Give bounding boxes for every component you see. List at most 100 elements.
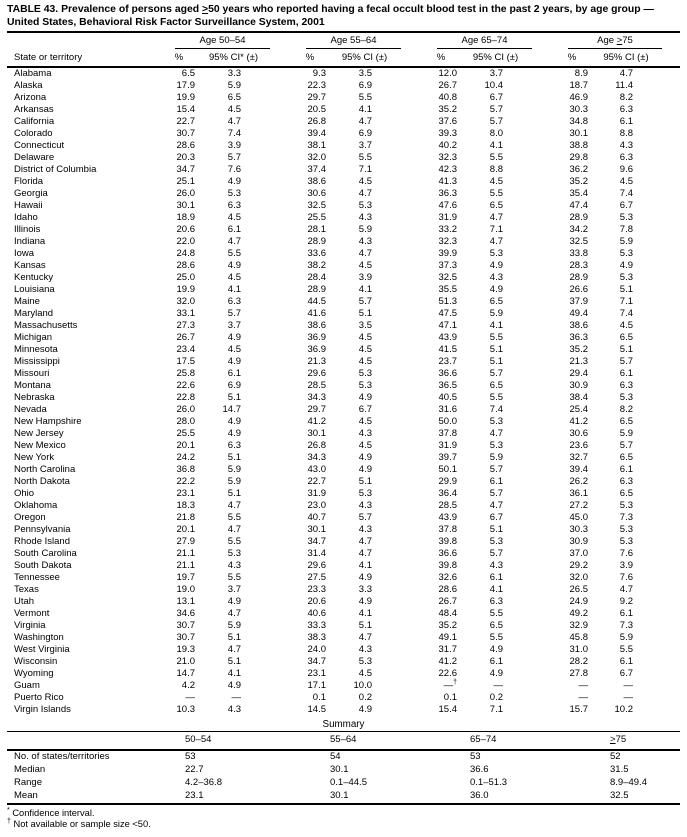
pct-value: 29.7 <box>307 91 327 103</box>
pct-value: 29.2 <box>569 559 589 571</box>
summary-label-spacer <box>7 731 185 750</box>
ci-value: 4.7 <box>619 67 633 79</box>
state-name: Florida <box>14 175 44 187</box>
ci-value: 5.5 <box>489 151 503 163</box>
ci-value: 6.1 <box>619 607 633 619</box>
pct-value: 32.5 <box>569 235 589 247</box>
pct-value: 32.5 <box>307 199 327 211</box>
pct-value: 36.4 <box>438 487 458 499</box>
pct-value: 30.1 <box>569 127 589 139</box>
pct-value: 27.2 <box>569 499 589 511</box>
ci-value: 6.3 <box>489 595 503 607</box>
ci-value: 4.5 <box>358 439 372 451</box>
ci-value: 4.3 <box>358 499 372 511</box>
pct-value: 37.8 <box>438 427 458 439</box>
pct-value: 27.8 <box>569 667 589 679</box>
pct-value: 22.7 <box>176 115 196 127</box>
ci-value: 5.5 <box>489 187 503 199</box>
pct-value: 35.4 <box>569 187 589 199</box>
ci-value: 4.5 <box>619 319 633 331</box>
ci-value: 4.3 <box>358 211 372 223</box>
state-name: Vermont <box>14 607 50 619</box>
pct-value: 34.2 <box>569 223 589 235</box>
pct-value: 28.4 <box>307 271 327 283</box>
pct-value: 30.7 <box>176 619 196 631</box>
pct-value: 26.6 <box>569 283 589 295</box>
state-name: South Carolina <box>14 547 77 559</box>
ci-value: 6.9 <box>358 79 372 91</box>
summary-value: 30.1 <box>330 764 349 776</box>
pct-value: 25.0 <box>176 271 196 283</box>
ci-value: 7.4 <box>619 187 633 199</box>
pct-value: 47.5 <box>438 307 458 319</box>
ci-value: 6.5 <box>489 199 503 211</box>
state-name: Alabama <box>14 67 52 79</box>
table-row: Virginia 30.7 5.9 33.3 5.1 35.2 6.5 32.9 7.3 <box>7 620 680 632</box>
pct-value: 32.0 <box>176 295 196 307</box>
state-name: Virginia <box>14 619 46 631</box>
ci-value: 4.1 <box>489 139 503 151</box>
ci-value: 5.5 <box>358 151 372 163</box>
pct-value: 28.1 <box>307 223 327 235</box>
ci-value: 5.1 <box>227 631 241 643</box>
ci-value: 6.5 <box>619 487 633 499</box>
pct-header-2: % <box>305 51 315 63</box>
pct-value: 14.5 <box>307 703 327 715</box>
summary-value: 32.5 <box>610 790 629 802</box>
ci-value: — <box>623 691 634 703</box>
pct-value: 40.2 <box>438 139 458 151</box>
ci-value: 5.5 <box>358 91 372 103</box>
ci-value: 5.3 <box>619 499 633 511</box>
ci-value: 6.3 <box>619 475 633 487</box>
pct-value: 22.7 <box>307 475 327 487</box>
pct-value: 29.8 <box>569 151 589 163</box>
pct-value: 34.7 <box>176 163 196 175</box>
pct-value: 20.1 <box>176 523 196 535</box>
state-name: Iowa <box>14 247 35 259</box>
ci-value: 4.5 <box>489 175 503 187</box>
state-name: Rhode Island <box>14 535 70 547</box>
summary-value: 8.9–49.4 <box>610 777 647 789</box>
table-row: South Dakota 21.1 4.3 29.6 4.1 39.8 4.3 29.2 3.9 <box>7 560 680 572</box>
pct-value: 6.5 <box>181 67 195 79</box>
table-row: Georgia 26.0 5.3 30.6 4.7 36.3 5.5 35.4 7.4 <box>7 188 680 200</box>
ci-value: 4.9 <box>227 175 241 187</box>
pct-value: 48.4 <box>438 607 458 619</box>
ci-value: 5.1 <box>489 523 503 535</box>
pct-value: 26.5 <box>569 583 589 595</box>
pct-value: 30.3 <box>569 523 589 535</box>
summary-row: Range 4.2–36.8 0.1–44.5 0.1–51.3 8.9–49.4 <box>7 777 680 790</box>
state-name: Arkansas <box>14 103 54 115</box>
pct-value: 46.9 <box>569 91 589 103</box>
ci-value: 4.7 <box>489 235 503 247</box>
state-name: Virgin Islands <box>14 703 71 715</box>
ci-value: 5.3 <box>358 487 372 499</box>
footnote-confidence-interval: * Confidence interval. <box>7 806 95 818</box>
ci-value: 6.7 <box>358 403 372 415</box>
table-title-line1: TABLE 43. Prevalence of persons aged >50… <box>7 4 654 15</box>
ci-value: 5.5 <box>227 571 241 583</box>
state-name: Idaho <box>14 211 38 223</box>
pct-value: 34.7 <box>307 535 327 547</box>
table-row: Alaska 17.9 5.9 22.3 6.9 26.7 10.4 18.7 11.4 <box>7 80 680 92</box>
pct-value: 32.7 <box>569 451 589 463</box>
pct-value: 41.3 <box>438 175 458 187</box>
ci-value: 3.9 <box>358 271 372 283</box>
ci-value: 3.5 <box>358 67 372 79</box>
pct-value: 42.3 <box>438 163 458 175</box>
ci-value: 5.7 <box>227 307 241 319</box>
ci-value: 11.4 <box>615 79 633 91</box>
table-row: Guam 4.2 4.9 17.1 10.0 —† — — — <box>7 678 680 692</box>
pct-value: 28.6 <box>176 259 196 271</box>
ci-value: 4.3 <box>358 235 372 247</box>
ci-value: 7.6 <box>619 547 633 559</box>
pct-value: 32.0 <box>307 151 327 163</box>
ci-value: 5.5 <box>489 391 503 403</box>
state-name: Massachusetts <box>14 319 78 331</box>
table-row: Oregon 21.8 5.5 40.7 5.7 43.9 6.7 45.0 7.3 <box>7 512 680 524</box>
ci-value: 4.9 <box>489 643 503 655</box>
ci-value: 5.9 <box>227 79 241 91</box>
pct-value: 34.6 <box>176 607 196 619</box>
ci-value: 4.1 <box>489 319 503 331</box>
table-row: Wyoming 14.7 4.1 23.1 4.5 22.6 4.9 27.8 6.7 <box>7 668 680 680</box>
